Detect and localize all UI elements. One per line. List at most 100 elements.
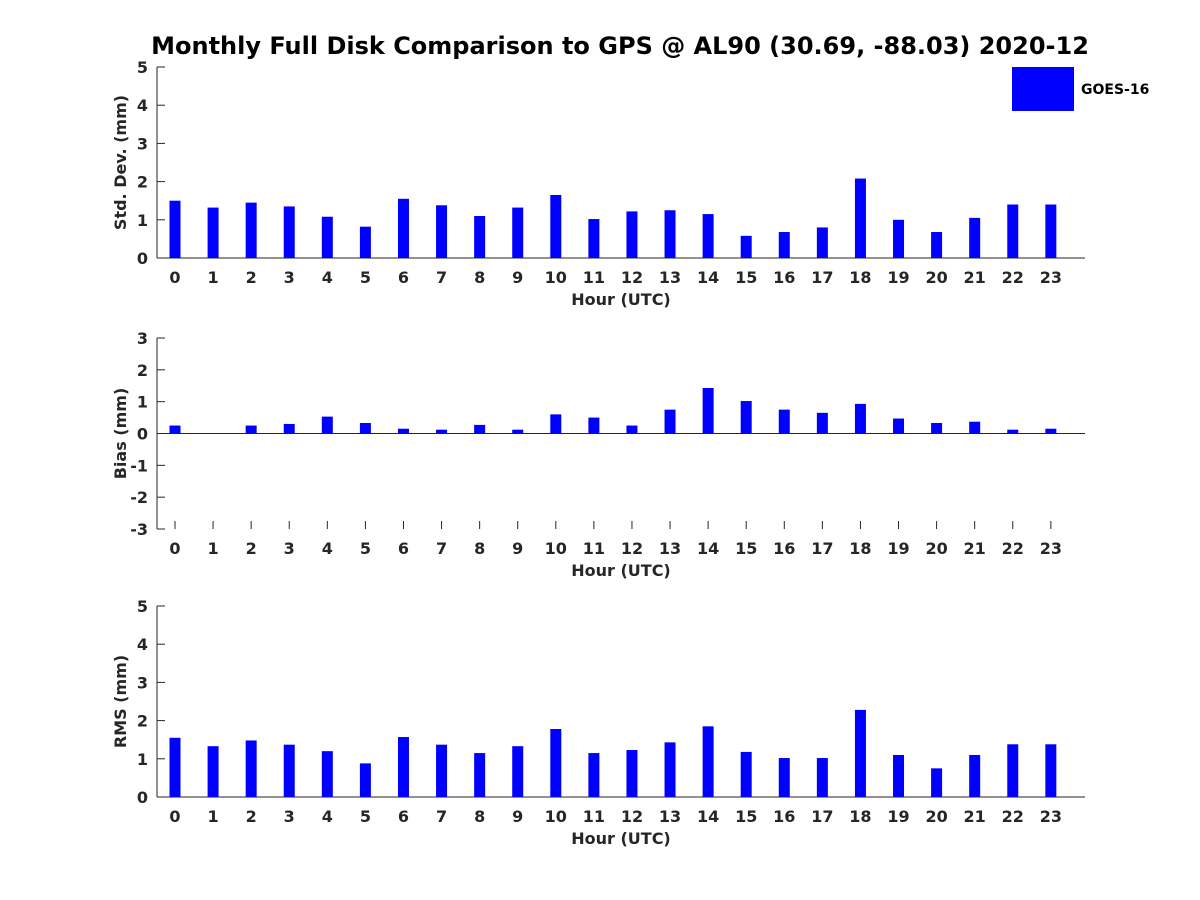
- bar-hour-1: [207, 207, 219, 258]
- bar-hour-4: [321, 751, 333, 797]
- x-tick-label: 8: [474, 268, 485, 287]
- y-axis-label: Bias (mm): [111, 388, 130, 480]
- x-tick-label: 18: [849, 807, 871, 826]
- x-tick-label: 21: [964, 539, 986, 558]
- bar-hour-6: [397, 428, 409, 434]
- bar-hour-8: [474, 424, 486, 434]
- x-tick-label: 8: [474, 807, 485, 826]
- bar-hour-19: [893, 418, 905, 434]
- bar-hour-16: [778, 758, 790, 797]
- y-tick-label: 4: [137, 96, 148, 115]
- bar-hour-19: [893, 754, 905, 797]
- x-tick-label: 4: [322, 807, 333, 826]
- bar-hour-12: [626, 425, 638, 434]
- bar-hour-6: [397, 737, 409, 797]
- x-tick-label: 1: [208, 807, 219, 826]
- x-tick-label: 21: [964, 807, 986, 826]
- x-tick-label: 11: [583, 807, 605, 826]
- bar-hour-12: [626, 750, 638, 797]
- x-tick-label: 13: [659, 268, 681, 287]
- y-tick-label: 2: [137, 173, 148, 192]
- bar-hour-21: [969, 754, 981, 797]
- x-tick-label: 16: [773, 268, 795, 287]
- x-tick-label: 6: [398, 807, 409, 826]
- x-tick-label: 11: [583, 539, 605, 558]
- x-tick-label: 20: [925, 268, 947, 287]
- y-tick-label: 0: [137, 788, 148, 807]
- x-tick-label: 0: [169, 807, 180, 826]
- x-axis-label: Hour (UTC): [571, 561, 671, 580]
- x-tick-label: 10: [545, 268, 567, 287]
- x-tick-label: 2: [246, 807, 257, 826]
- y-axis-label: Std. Dev. (mm): [111, 95, 130, 230]
- bar-hour-15: [740, 235, 752, 258]
- bar-hour-16: [778, 232, 790, 258]
- bar-hour-9: [512, 746, 524, 797]
- bar-hour-3: [283, 423, 295, 434]
- bar-hour-20: [931, 232, 943, 258]
- x-tick-label: 3: [284, 807, 295, 826]
- x-tick-label: 22: [1002, 539, 1024, 558]
- y-tick-label: 5: [137, 597, 148, 616]
- bar-hour-18: [854, 403, 866, 434]
- x-tick-label: 10: [545, 539, 567, 558]
- legend-label-goes-16: GOES-16: [1081, 82, 1149, 98]
- x-tick-label: 18: [849, 539, 871, 558]
- bar-hour-4: [321, 216, 333, 258]
- x-tick-label: 22: [1002, 268, 1024, 287]
- bar-hour-3: [283, 206, 295, 258]
- legend-swatch-goes-16: [1012, 67, 1074, 111]
- x-tick-label: 7: [436, 807, 447, 826]
- bar-hour-2: [245, 740, 257, 797]
- x-tick-label: 13: [659, 807, 681, 826]
- x-tick-label: 5: [360, 807, 371, 826]
- x-tick-label: 12: [621, 807, 643, 826]
- y-tick-label: 3: [137, 329, 148, 348]
- x-tick-label: 23: [1040, 268, 1062, 287]
- bar-hour-18: [854, 709, 866, 797]
- x-tick-label: 6: [398, 268, 409, 287]
- bar-hour-0: [169, 200, 181, 258]
- bar-hour-7: [436, 205, 448, 258]
- y-tick-label: 2: [137, 361, 148, 380]
- x-tick-label: 5: [360, 539, 371, 558]
- bar-hour-23: [1045, 744, 1057, 797]
- bar-hour-13: [664, 409, 676, 434]
- bar-hour-17: [816, 758, 828, 797]
- x-tick-label: 10: [545, 807, 567, 826]
- bar-hour-7: [436, 744, 448, 797]
- x-tick-label: 2: [246, 539, 257, 558]
- bar-hour-6: [397, 198, 409, 258]
- bar-hour-21: [969, 217, 981, 258]
- bar-hour-21: [969, 421, 981, 434]
- bar-hour-5: [359, 422, 371, 434]
- x-tick-label: 9: [512, 268, 523, 287]
- bar-hour-18: [854, 178, 866, 258]
- x-tick-label: 9: [512, 539, 523, 558]
- x-tick-label: 16: [773, 539, 795, 558]
- x-tick-label: 0: [169, 268, 180, 287]
- bar-hour-0: [169, 737, 181, 797]
- x-tick-label: 4: [322, 268, 333, 287]
- bar-hour-20: [931, 768, 943, 797]
- x-tick-label: 14: [697, 268, 719, 287]
- x-tick-label: 7: [436, 268, 447, 287]
- bar-hour-16: [778, 409, 790, 434]
- bar-hour-17: [816, 412, 828, 434]
- x-tick-label: 0: [169, 539, 180, 558]
- bar-hour-20: [931, 422, 943, 434]
- x-tick-label: 1: [208, 268, 219, 287]
- x-tick-label: 17: [811, 807, 833, 826]
- bar-hour-11: [588, 417, 600, 434]
- x-tick-label: 22: [1002, 807, 1024, 826]
- x-tick-label: 7: [436, 539, 447, 558]
- x-tick-label: 19: [887, 268, 909, 287]
- bar-hour-11: [588, 753, 600, 797]
- y-tick-label: 4: [137, 635, 148, 654]
- bar-hour-14: [702, 387, 714, 434]
- x-axis-label: Hour (UTC): [571, 829, 671, 848]
- bar-hour-10: [550, 414, 562, 434]
